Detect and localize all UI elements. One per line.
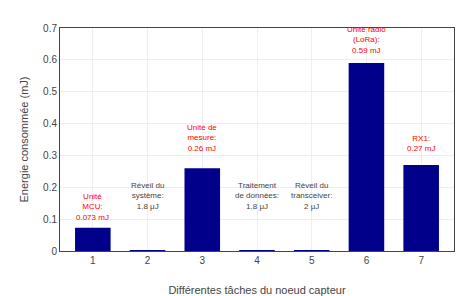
svg-text:Réveil dusystème:1.8 μJ: Réveil dusystème:1.8 μJ <box>131 181 164 211</box>
svg-text:0.1: 0.1 <box>43 214 57 225</box>
svg-text:0: 0 <box>51 246 57 257</box>
svg-text:0.4: 0.4 <box>43 118 57 129</box>
svg-text:2: 2 <box>145 255 151 266</box>
svg-text:5: 5 <box>309 255 315 266</box>
svg-text:4: 4 <box>254 255 260 266</box>
svg-text:0.7: 0.7 <box>43 23 57 34</box>
svg-text:UnitéMCU:0.073 mJ: UnitéMCU:0.073 mJ <box>76 192 109 222</box>
svg-text:0.2: 0.2 <box>43 182 57 193</box>
svg-text:6: 6 <box>364 255 370 266</box>
svg-text:1: 1 <box>90 255 96 266</box>
svg-text:3: 3 <box>199 255 205 266</box>
svg-text:Réveil dutransceiver:2 μJ: Réveil dutransceiver:2 μJ <box>291 181 332 211</box>
svg-text:Unité demesure:0.26 mJ: Unité demesure:0.26 mJ <box>187 123 217 153</box>
svg-text:RX1:0.27 mJ: RX1:0.27 mJ <box>407 134 435 153</box>
svg-text:7: 7 <box>418 255 424 266</box>
svg-text:Energie consommée (mJ): Energie consommée (mJ) <box>18 77 30 203</box>
svg-text:0.3: 0.3 <box>43 150 57 161</box>
svg-text:Traitementde données:1.8 μJ: Traitementde données:1.8 μJ <box>235 181 279 211</box>
svg-text:Unité radio(LoRa):0.59 mJ: Unité radio(LoRa):0.59 mJ <box>347 25 386 55</box>
svg-text:0.6: 0.6 <box>43 54 57 65</box>
svg-text:Différentes tâches du noeud ca: Différentes tâches du noeud capteur <box>168 284 345 296</box>
svg-text:0.5: 0.5 <box>43 86 57 97</box>
